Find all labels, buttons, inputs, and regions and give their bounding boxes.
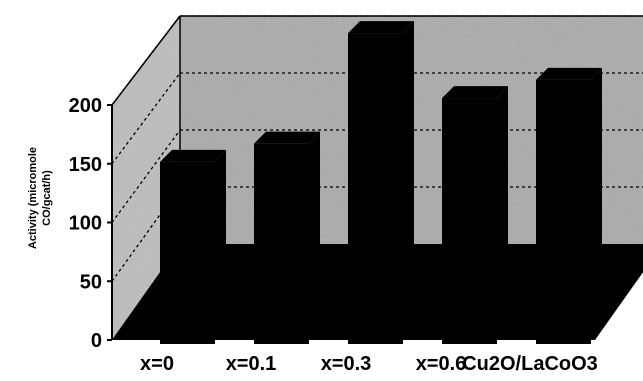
y-axis-label-line1: Activity (micromole: [27, 147, 39, 249]
x-tick-label: x=0: [140, 353, 174, 375]
x-tick-label: x=0.6: [416, 353, 467, 375]
y-tick-label: 150: [69, 154, 102, 176]
bar: [348, 33, 403, 344]
bar: [254, 143, 309, 344]
bar-side: [309, 131, 320, 256]
bar: [536, 79, 591, 344]
x-tick-label: Cu2O/LaCoO3: [462, 353, 598, 375]
bar-side: [591, 67, 602, 256]
x-tick-label: x=0.3: [321, 353, 372, 375]
bar-top: [160, 149, 226, 162]
bar-top: [348, 21, 414, 34]
y-tick-label: 200: [69, 95, 102, 117]
bar-top: [254, 131, 320, 144]
gridline-side: [111, 129, 181, 223]
bar: [442, 98, 497, 344]
bar-side: [215, 149, 226, 256]
y-tick-label: 100: [69, 213, 102, 235]
bar: [160, 161, 215, 344]
bars: [160, 21, 602, 344]
bar-top: [442, 86, 508, 99]
bar-top: [536, 67, 602, 80]
bar-side: [497, 86, 508, 256]
x-tick-label: x=0.1: [226, 353, 277, 375]
y-axis: 0 50 100 150 200: [69, 95, 113, 352]
y-tick-label: 0: [91, 330, 102, 352]
gridline-side: [111, 15, 181, 106]
y-axis-label-line2: CO/gcat/h): [41, 170, 53, 226]
gridline-side: [111, 72, 181, 165]
bar-side: [403, 21, 414, 256]
y-tick-label: 50: [80, 271, 102, 293]
